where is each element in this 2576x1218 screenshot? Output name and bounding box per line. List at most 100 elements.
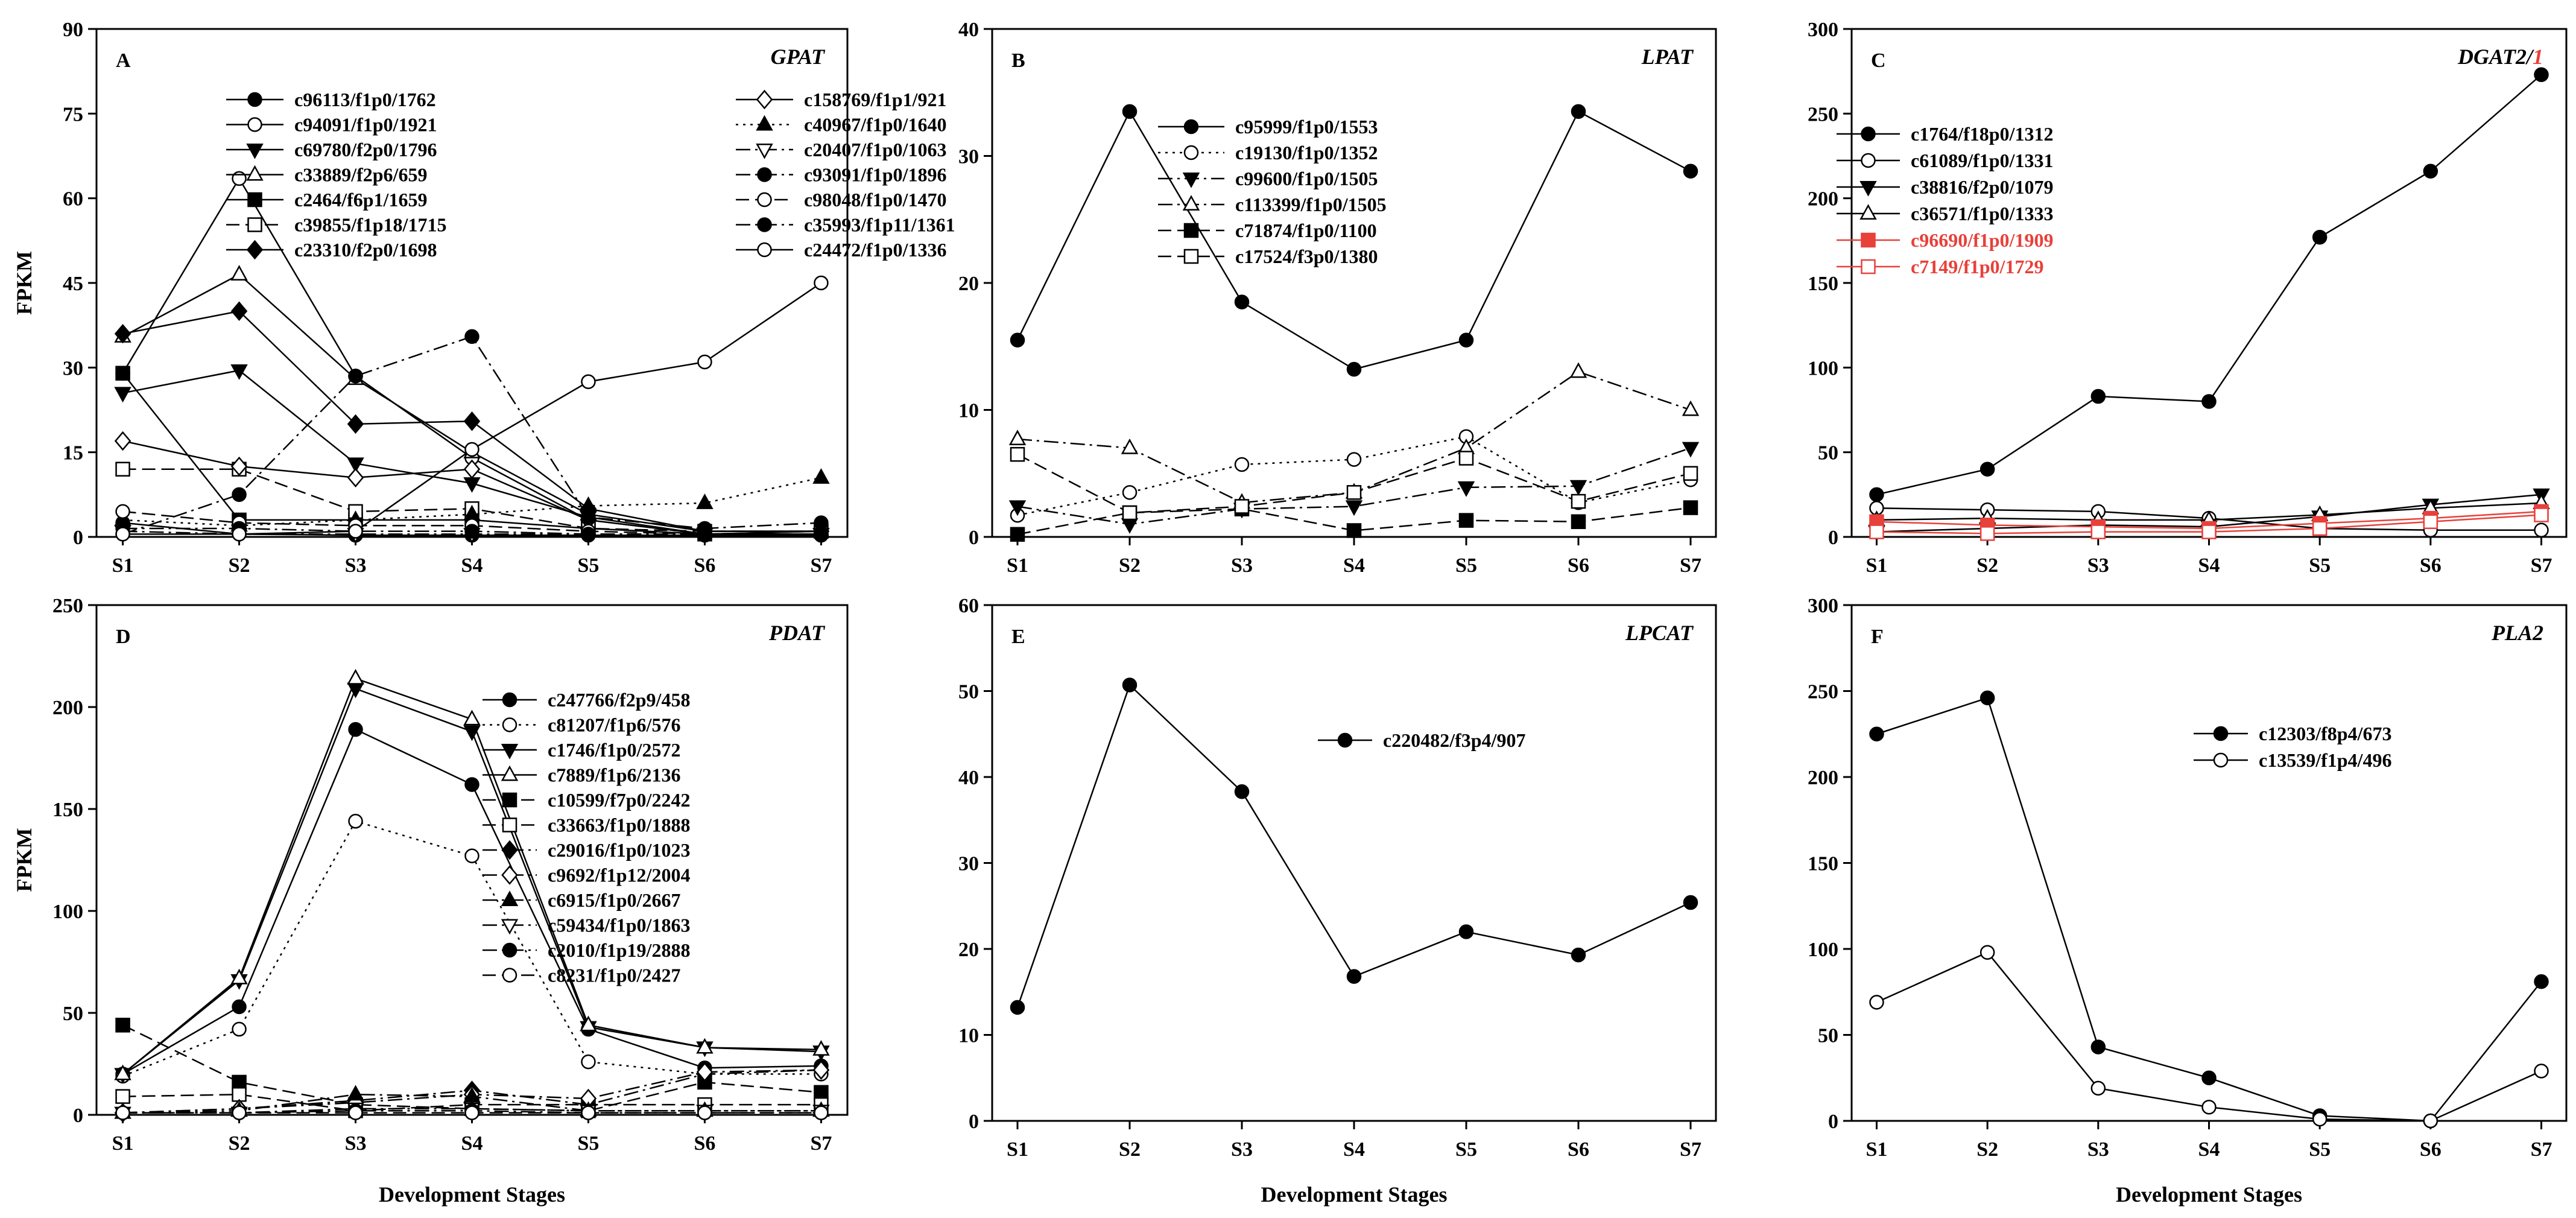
data-point <box>115 1105 130 1120</box>
data-point <box>581 1105 596 1120</box>
y-tick-label: 300 <box>1808 595 1838 617</box>
data-point <box>232 1105 247 1120</box>
x-tick-label: S2 <box>1119 554 1141 577</box>
y-axis-title: FPKM <box>12 828 36 892</box>
legend-label: c39855/f1p18/1715 <box>294 214 446 236</box>
data-point <box>347 668 364 685</box>
legend-marker <box>502 942 517 958</box>
data-point <box>1869 726 1884 741</box>
data-point <box>581 1054 596 1070</box>
data-point <box>232 999 247 1015</box>
data-point <box>2534 507 2549 522</box>
series-line <box>122 282 822 535</box>
y-tick-label: 30 <box>958 146 979 168</box>
legend-marker <box>246 143 264 159</box>
data-point <box>1234 294 1250 309</box>
x-tick-label: S7 <box>2531 554 2552 577</box>
legend-marker <box>1859 204 1877 220</box>
legend: c1764/f18p0/1312 c61089/f1p0/1331 c38816/f… <box>1837 123 2053 278</box>
data-point <box>2312 1111 2328 1127</box>
legend-label: c61089/f1p0/1331 <box>1911 150 2053 171</box>
data-point <box>232 1074 247 1090</box>
data-point <box>230 968 248 985</box>
x-tick-label: S7 <box>810 554 832 577</box>
y-tick-label: 50 <box>958 681 979 703</box>
series-line <box>1876 951 2542 1122</box>
y-tick-label: 50 <box>63 1003 83 1025</box>
x-axis-title: Development Stages <box>1261 1182 1448 1207</box>
panel-title: GPAT <box>771 45 826 69</box>
legend-marker <box>756 143 773 159</box>
data-point <box>2423 1113 2438 1129</box>
legend-label: c2464/f6p1/1659 <box>294 189 427 211</box>
legend-label: c220482/f3p4/907 <box>1383 729 1525 751</box>
legend-marker <box>247 117 262 132</box>
y-tick-label: 0 <box>73 527 83 549</box>
data-point <box>2201 524 2217 539</box>
data-point <box>1346 452 1362 467</box>
panel-title-main: DGAT2/ <box>2457 45 2534 69</box>
legend-marker <box>757 167 772 182</box>
data-point <box>1346 969 1362 984</box>
legend-marker <box>1861 232 1876 248</box>
x-tick-label: S3 <box>1231 554 1253 577</box>
y-tick-label: 250 <box>52 595 83 617</box>
legend-marker <box>1861 126 1876 142</box>
data-point <box>114 1064 131 1080</box>
legend-label: c95999/f1p0/1553 <box>1235 116 1378 138</box>
data-point <box>1457 481 1475 497</box>
data-point <box>347 468 364 488</box>
data-point <box>1869 995 1884 1010</box>
data-point <box>1346 523 1362 538</box>
legend-label: c81207/f1p6/576 <box>548 714 680 736</box>
x-tick-label: S5 <box>578 554 600 577</box>
data-point <box>2312 229 2328 245</box>
data-point <box>1979 690 1995 706</box>
data-point <box>2090 524 2106 539</box>
panel-title: PLA2 <box>2491 621 2543 645</box>
data-point <box>814 527 829 542</box>
data-point <box>464 1105 479 1120</box>
y-tick-label: 0 <box>1828 1111 1838 1133</box>
y-tick-label: 90 <box>63 19 83 41</box>
legend-label: c96690/f1p0/1909 <box>1911 229 2053 251</box>
legend-marker <box>757 217 772 232</box>
legend-label: c38816/f2p0/1079 <box>1911 176 2053 198</box>
data-point <box>697 354 712 370</box>
data-point <box>115 366 130 381</box>
legend-label: c13539/f1p4/496 <box>2259 749 2391 771</box>
data-point <box>464 329 479 344</box>
data-point <box>464 777 479 792</box>
x-tick-label: S6 <box>694 1132 715 1155</box>
y-tick-label: 40 <box>958 19 979 41</box>
legend-marker <box>502 792 517 808</box>
legend-label: c23310/f2p0/1698 <box>294 239 437 261</box>
x-tick-label: S5 <box>578 1132 600 1155</box>
data-point <box>1122 104 1138 119</box>
legend-label: c36571/f1p0/1333 <box>1911 203 2053 224</box>
data-point <box>697 527 712 542</box>
panel-title-main: LPCAT <box>1625 621 1694 645</box>
data-point <box>1234 457 1250 472</box>
data-point <box>1569 362 1587 378</box>
data-point <box>1571 104 1586 119</box>
y-tick-label: 75 <box>63 103 83 125</box>
data-point <box>347 457 364 474</box>
x-tick-label: S3 <box>2087 1138 2109 1161</box>
data-point <box>463 1086 481 1103</box>
y-tick-label: 150 <box>52 799 83 821</box>
y-tick-label: 50 <box>1818 1025 1838 1047</box>
legend-label: c35993/f1p11/1361 <box>804 214 955 236</box>
data-point <box>1571 493 1586 509</box>
data-point <box>232 487 247 503</box>
x-tick-label: S1 <box>1866 1138 1888 1161</box>
y-tick-label: 60 <box>958 595 979 617</box>
legend-label: c40967/f1p0/1640 <box>804 114 946 136</box>
data-point <box>2201 1070 2217 1085</box>
x-tick-label: S7 <box>1680 1138 1701 1161</box>
data-point <box>115 504 130 519</box>
data-point <box>1122 677 1138 693</box>
series-line <box>122 687 821 1075</box>
y-tick-label: 150 <box>1808 273 1838 295</box>
